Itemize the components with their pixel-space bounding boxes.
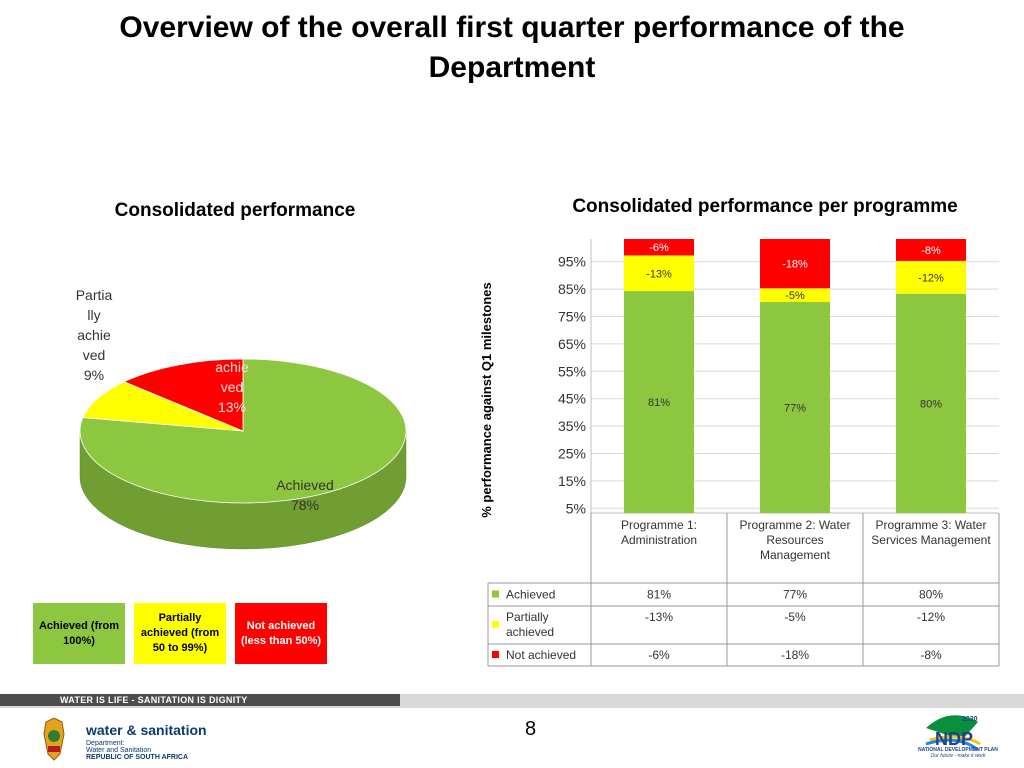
bar-segment [624, 239, 694, 256]
table-cell-value: -8% [920, 648, 942, 662]
bar-data-label: -13% [646, 268, 672, 280]
table-legend-key [492, 621, 499, 628]
y-tick-label: 25% [558, 446, 586, 462]
ndp-subtitle: NATIONAL DEVELOPMENT PLAN Our future - m… [912, 747, 1004, 759]
y-tick-label: 75% [558, 309, 586, 325]
legend-not-achieved: Not achieved (less than 50%) [235, 603, 327, 664]
ndp-subtitle-line: Our future - make it work [930, 753, 986, 759]
pie-slice [79, 358, 407, 504]
bar-segment [760, 239, 830, 289]
x-category-label: Administration [621, 533, 697, 547]
logo-water-sanitation: water & sanitation [86, 722, 207, 738]
bar-segment [896, 260, 966, 294]
logo-dept-line: REPUBLIC OF SOUTH AFRICA [86, 754, 189, 761]
footer-slogan: WATER IS LIFE - SANITATION IS DIGNITY [60, 695, 248, 705]
pie-data-label: Partia [76, 287, 113, 303]
pie-data-label: lly [87, 307, 100, 323]
x-category-label: Programme 3: Water [876, 518, 987, 532]
footer-strip [0, 694, 400, 706]
page-title: Overview of the overall first quarter pe… [119, 11, 905, 84]
y-tick-label: 95% [558, 254, 586, 270]
table-cell-value: -5% [784, 610, 806, 624]
x-category-label: Programme 2: Water [740, 518, 851, 532]
y-axis-label: % performance against Q1 milestones [479, 282, 494, 518]
pie-data-label: ved [221, 379, 244, 395]
pie-data-label: ved [83, 347, 106, 363]
bar-chart-title: Consolidated performance per programme [572, 196, 958, 217]
pie-slice [82, 381, 244, 432]
x-category-label: Management [760, 548, 831, 562]
y-tick-label: 35% [558, 418, 586, 434]
table-row-label: Partially [506, 610, 549, 624]
y-tick-label: 15% [558, 473, 586, 489]
table-row-label: Achieved [506, 588, 555, 602]
bar-segment [896, 239, 966, 261]
x-category-label: Programme 1: [621, 518, 697, 532]
table-cell-value: -18% [781, 648, 809, 662]
table-cell-value: -13% [645, 610, 673, 624]
table-cell-value: -12% [917, 610, 945, 624]
ndp-subtitle-line: NATIONAL DEVELOPMENT PLAN [918, 747, 998, 753]
pie-data-label: 78% [291, 497, 319, 513]
y-tick-label: 55% [558, 363, 586, 379]
y-tick-label: 45% [558, 391, 586, 407]
y-tick-label: 65% [558, 336, 586, 352]
table-legend-key [492, 651, 499, 658]
pie-data-label: achie [77, 327, 111, 343]
bar-data-label: -18% [782, 259, 808, 271]
table-cell-value: 80% [919, 588, 943, 602]
y-tick-label: 5% [566, 500, 586, 516]
table-row-label: Not achieved [506, 648, 576, 662]
pie-slice [123, 358, 244, 432]
logo-dept-line: Water and Sanitation [86, 747, 152, 754]
pie-data-label: achie [215, 359, 249, 375]
bar-segment [760, 288, 830, 303]
pie-chart-title: Consolidated performance [114, 200, 356, 221]
bar-data-label: -8% [921, 245, 941, 257]
table-cell-value: 77% [783, 588, 807, 602]
table-cell-value: -6% [648, 648, 670, 662]
table-legend-key [492, 590, 499, 598]
x-category-label: Services Management [871, 533, 991, 547]
bar-segment [760, 302, 830, 513]
bar-segment [624, 291, 694, 513]
x-category-label: Resources [766, 533, 823, 547]
bar-data-label: 81% [648, 397, 670, 409]
page-number: 8 [525, 718, 537, 740]
bar-data-label: 80% [920, 398, 942, 410]
table-row-label: achieved [506, 625, 554, 639]
logo-dept-line: Department: [86, 740, 125, 747]
pie-data-label: 9% [84, 367, 104, 383]
y-tick-label: 85% [558, 281, 586, 297]
bar-data-label: -12% [918, 272, 944, 284]
legend-achieved: Achieved (from 100%) [33, 603, 125, 664]
bar-data-label: 77% [784, 403, 806, 415]
logo-department-text: Department: Water and Sanitation REPUBLI… [86, 740, 188, 761]
bar-data-label: -6% [649, 242, 669, 254]
bar-segment [896, 293, 966, 513]
pie-data-label: 13% [218, 399, 246, 415]
bar-data-label: -5% [785, 290, 805, 302]
pie-data-label: Achieved [276, 477, 334, 493]
table-cell-value: 81% [647, 588, 671, 602]
legend-partially-achieved: Partially achieved (from 50 to 99%) [134, 603, 226, 664]
bar-segment [624, 255, 694, 292]
